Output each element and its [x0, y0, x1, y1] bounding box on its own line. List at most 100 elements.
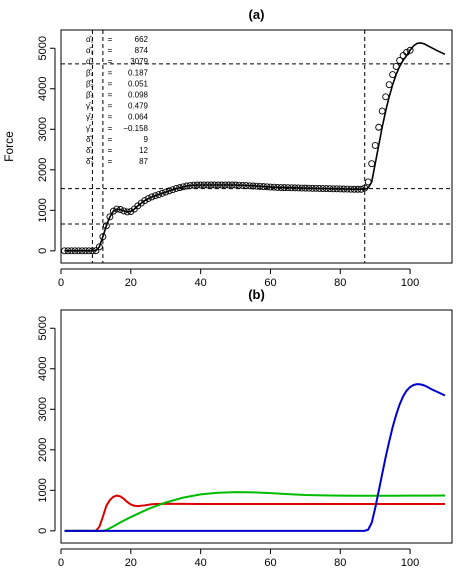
x-tick-label: 60 [264, 557, 276, 568]
data-point [106, 213, 114, 221]
data-point [239, 181, 246, 189]
data-point [308, 184, 316, 192]
panel-title: (b) [248, 287, 265, 302]
data-point [382, 93, 390, 101]
series-line-1 [64, 494, 446, 532]
data-point [144, 195, 152, 203]
data-point [207, 181, 215, 189]
data-point [256, 182, 264, 190]
parameter-row: α̂₃ = 3079 [86, 57, 149, 66]
x-tick-label: 20 [125, 557, 137, 568]
data-point [214, 181, 222, 189]
data-point [273, 183, 281, 191]
data-point [305, 184, 313, 192]
parameter-label: α̂₃ [86, 57, 94, 66]
panel-title: (a) [249, 7, 265, 22]
data-point [333, 185, 341, 193]
parameter-row: β̂₂ = 0.051 [86, 79, 149, 88]
data-point [246, 182, 253, 190]
data-point [399, 52, 407, 59]
data-point [249, 182, 257, 190]
y-tick-label: 5000 [37, 36, 49, 60]
x-tick-label: 20 [125, 277, 137, 289]
data-point [389, 71, 397, 79]
data-point [347, 185, 355, 193]
y-tick-label: 4000 [37, 357, 49, 381]
data-point [242, 182, 250, 190]
data-point [357, 185, 365, 193]
data-point [260, 183, 267, 191]
parameter-equals: = [108, 102, 113, 111]
parameter-row: β̂₁ = 0.187 [86, 68, 149, 77]
data-point [340, 185, 348, 193]
x-tick-label: 0 [58, 557, 64, 568]
data-point [137, 199, 145, 207]
parameter-value: 0.051 [128, 79, 149, 88]
data-point [190, 181, 198, 189]
parameter-value: 0.187 [128, 68, 149, 77]
data-point [294, 184, 302, 192]
parameter-label: δ̂₁ [86, 135, 93, 144]
data-point [375, 123, 383, 131]
data-point [141, 197, 149, 205]
parameter-row: δ̂₁ = 9 [86, 135, 149, 144]
data-point [99, 233, 107, 241]
parameter-value: 3079 [130, 57, 148, 66]
data-point [172, 184, 180, 192]
y-tick-label: 5000 [37, 316, 49, 340]
data-point [179, 183, 187, 191]
parameter-row: α̂₂ = 874 [86, 46, 149, 55]
data-point [315, 184, 323, 192]
parameter-value: 12 [139, 146, 148, 155]
parameter-value: 0.098 [128, 91, 149, 100]
data-point [68, 247, 75, 255]
data-point [123, 208, 131, 216]
x-tick-label: 40 [195, 557, 207, 568]
data-point [263, 183, 271, 191]
data-point [270, 183, 278, 191]
parameter-value: 87 [139, 157, 148, 166]
data-point [385, 81, 393, 89]
data-point [364, 178, 372, 186]
data-point [392, 63, 400, 70]
plot-area [64, 383, 446, 532]
parameter-label: δ̂₃ [86, 157, 94, 166]
data-point [232, 181, 240, 189]
data-point [312, 184, 320, 192]
data-point [319, 185, 327, 192]
parameter-label: α̂₁ [86, 35, 94, 44]
parameter-row: γ̂₁ = 0.479 [86, 102, 149, 111]
parameter-label: β̂₂ [86, 79, 94, 88]
data-point [95, 243, 103, 251]
data-point [225, 181, 233, 189]
y-tick-label: 2000 [37, 158, 49, 182]
data-point [277, 184, 285, 191]
plot-area [61, 30, 452, 263]
parameter-label: γ̂₂ [86, 113, 93, 122]
data-point [326, 185, 334, 193]
plot-frame [60, 309, 453, 544]
data-point [368, 160, 376, 168]
parameter-label: γ̂₃ [86, 124, 93, 133]
data-point [197, 181, 205, 189]
data-point [85, 247, 93, 255]
data-point [193, 181, 201, 189]
parameter-row: γ̂₂ = 0.064 [86, 113, 149, 122]
data-point [406, 46, 414, 54]
y-tick-label: 0 [37, 528, 49, 534]
data-point [109, 207, 117, 215]
parameter-row: α̂₁ = 662 [86, 35, 149, 44]
data-point [204, 181, 212, 189]
data-point [113, 205, 121, 213]
parameter-equals: = [108, 157, 113, 166]
data-point [253, 182, 260, 190]
data-point [301, 184, 309, 192]
data-point [165, 187, 173, 195]
parameter-equals: = [108, 113, 113, 122]
data-point [176, 184, 184, 192]
data-point [371, 142, 379, 149]
parameter-value: 0.064 [128, 113, 149, 122]
x-tick-label: 80 [334, 277, 346, 289]
parameter-row: γ̂₃ = −0.158 [86, 124, 149, 133]
